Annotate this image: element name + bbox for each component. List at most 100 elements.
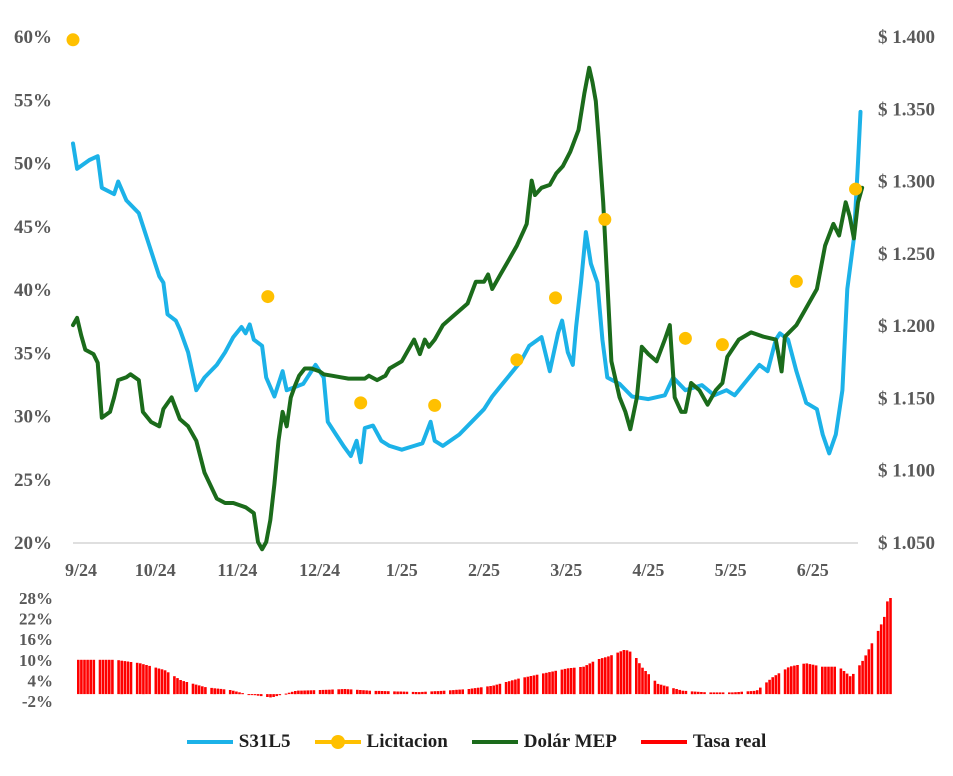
tasa-real-bar xyxy=(777,673,781,695)
tasa-real-bar xyxy=(399,691,402,695)
tasa-real-bar xyxy=(793,665,796,695)
tasa-real-bar xyxy=(861,660,864,695)
tasa-real-bar xyxy=(842,671,846,695)
tasa-real-bar xyxy=(755,690,759,695)
bar-plot: 28% 22%16% 10%4% -2% xyxy=(19,589,892,711)
tasa-real-bar xyxy=(197,685,201,695)
tasa-real-bar xyxy=(625,650,629,695)
tasa-real-bar xyxy=(219,688,223,695)
tasa-real-bar xyxy=(101,659,105,695)
y-left-tick-label: 40% xyxy=(14,280,52,301)
tasa-real-bar xyxy=(176,678,179,695)
tasa-real-bar xyxy=(554,670,557,695)
tasa-real-bar xyxy=(396,691,399,695)
tasa-real-bar xyxy=(560,669,564,695)
tasa-real-bar xyxy=(300,690,303,695)
tasa-real-bar xyxy=(163,670,167,695)
tasa-real-bar xyxy=(452,690,455,695)
tasa-real-bar xyxy=(529,676,533,695)
tasa-real-bar xyxy=(383,691,387,695)
tasa-real-bar xyxy=(542,673,545,695)
tasa-real-bar xyxy=(405,691,409,695)
tasa-real-bar xyxy=(864,655,867,695)
tasa-real-bar xyxy=(582,666,585,695)
tasa-real-bar xyxy=(486,686,489,695)
legend-item-licitacion[interactable]: Licitacion xyxy=(314,731,448,753)
tasa-real-bar xyxy=(148,665,151,695)
tasa-real-bar xyxy=(551,671,554,695)
tasa-real-bar xyxy=(662,685,666,695)
legend-item-tasa-real[interactable]: Tasa real xyxy=(640,731,766,753)
tasa-real-bar xyxy=(684,690,688,695)
tasa-real-bar xyxy=(740,691,743,695)
tasa-real-bar xyxy=(681,690,685,695)
tasa-real-bar xyxy=(92,659,96,695)
y-left-tick-label: 50% xyxy=(14,154,52,175)
tasa-real-bar xyxy=(715,692,719,695)
tasa-real-bar xyxy=(294,691,297,695)
tasa-real-bar xyxy=(653,680,657,695)
tasa-real-bar xyxy=(442,690,446,695)
tasa-real-bar xyxy=(340,689,344,695)
tasa-real-bar xyxy=(287,692,291,695)
tasa-real-bar xyxy=(616,652,619,695)
tasa-real-bar xyxy=(535,674,539,695)
tasa-real-bar xyxy=(659,684,663,695)
tasa-real-bar xyxy=(644,671,647,695)
tasa-real-bar xyxy=(489,686,492,695)
y-left-tick-label: 20% xyxy=(14,533,52,554)
tasa-real-bar xyxy=(790,666,793,695)
y-right-tick-label: $ 1.150 xyxy=(878,388,935,409)
tasa-real-bar xyxy=(120,660,123,695)
tasa-real-bar xyxy=(511,680,514,695)
y-right-tick-label: $ 1.400 xyxy=(878,27,935,48)
tasa-real-bar xyxy=(811,664,815,695)
tasa-real-bar xyxy=(504,682,508,695)
tasa-real-bar xyxy=(166,672,170,695)
tasa-real-bar xyxy=(455,689,458,695)
licitacion-point xyxy=(354,396,368,410)
tasa-real-bar xyxy=(461,689,464,695)
tasa-real-bar xyxy=(703,692,706,695)
tasa-real-bar xyxy=(532,675,536,695)
licitacion-point xyxy=(66,33,80,47)
tasa-real-bar xyxy=(588,663,592,695)
tasa-real-bar xyxy=(796,665,799,695)
licitacion-point xyxy=(789,274,803,288)
tasa-real-bar xyxy=(83,659,86,695)
tasa-real-bar xyxy=(77,659,80,695)
legend-item-dolar-mep[interactable]: Dolár MEP xyxy=(471,731,617,753)
tasa-real-bar xyxy=(414,692,418,695)
bar-y-tick-label: -2% xyxy=(22,692,53,711)
tasa-real-bar xyxy=(458,689,461,695)
x-tick-label: 1/25 xyxy=(386,560,418,580)
tasa-real-bar xyxy=(768,679,771,695)
y-left-tick-label: 25% xyxy=(14,470,52,491)
tasa-real-bar xyxy=(216,688,220,695)
tasa-real-bar xyxy=(526,676,530,695)
legend-item-s31l5[interactable]: S31L5 xyxy=(186,731,291,753)
main-plot: 20% 25% 30% 35% 40% 45% 50% 55% 60% $ 1.050 $ 1.10… xyxy=(14,27,935,580)
tasa-real-bar xyxy=(805,663,809,695)
tasa-real-bar xyxy=(697,691,700,695)
tasa-real-bar xyxy=(278,694,282,696)
tasa-real-bar xyxy=(638,663,641,695)
tasa-real-bar xyxy=(480,687,483,695)
tasa-real-bar xyxy=(430,691,433,695)
legend-swatch-tasa-real xyxy=(640,735,687,749)
tasa-real-bar xyxy=(269,694,272,698)
tasa-real-bar xyxy=(566,668,570,695)
bar-y-tick-label: 10% xyxy=(19,651,53,670)
tasa-real-bar xyxy=(142,664,145,695)
tasa-real-bar xyxy=(436,691,440,695)
y-right-tick-label: $ 1.250 xyxy=(878,244,935,265)
tasa-real-bar xyxy=(387,691,390,695)
x-tick-label: 2/25 xyxy=(468,560,500,580)
tasa-real-bar xyxy=(886,601,889,695)
tasa-real-bar xyxy=(433,691,437,695)
series-line-dolar-mep xyxy=(71,65,865,552)
x-tick-label: 5/25 xyxy=(715,560,747,580)
tasa-real-bar xyxy=(752,690,756,695)
y-right-tick-label: $ 1.200 xyxy=(878,316,935,337)
